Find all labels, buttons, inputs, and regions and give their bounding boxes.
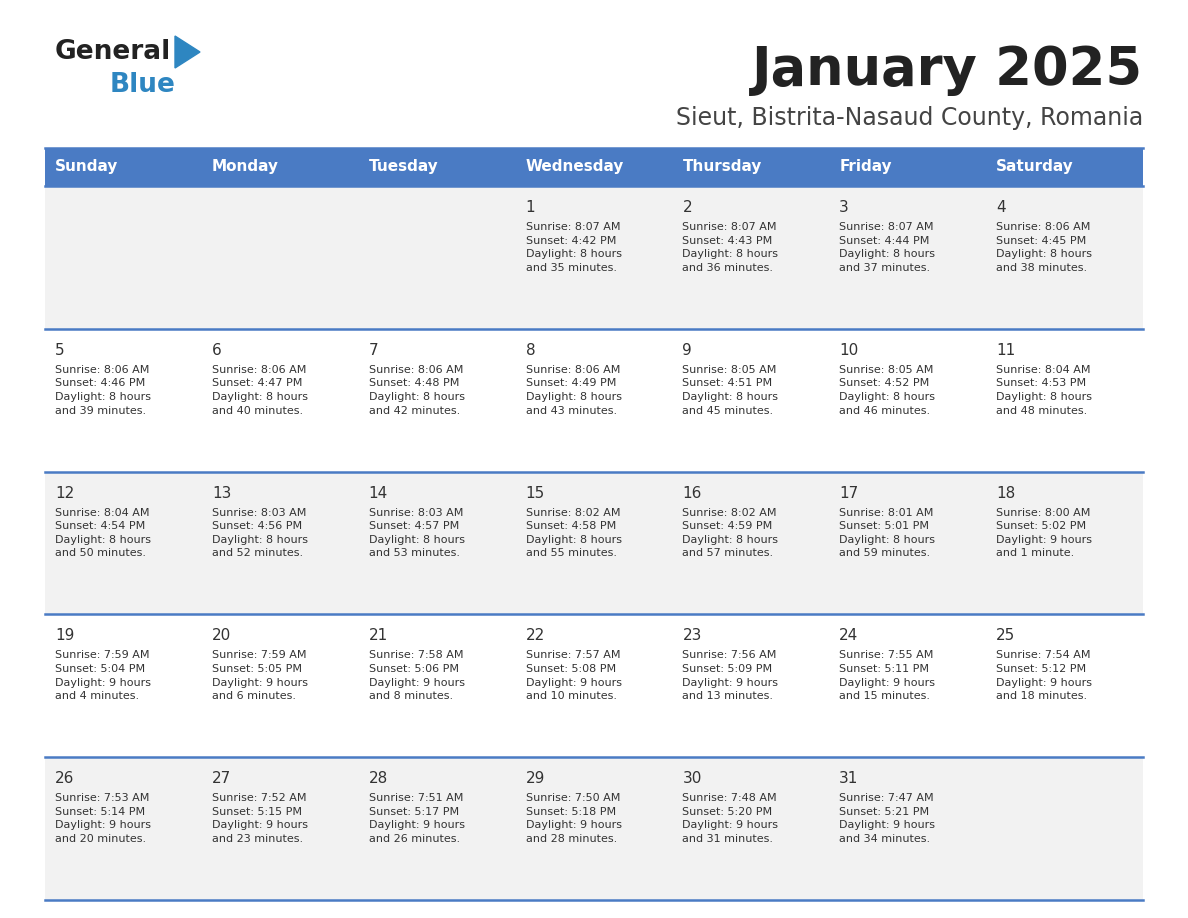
Bar [45,148,1143,186]
Text: 23: 23 [682,629,702,644]
Text: 24: 24 [839,629,859,644]
Text: 1: 1 [525,200,536,215]
Text: 26: 26 [55,771,75,786]
Text: Sunrise: 8:07 AM
Sunset: 4:43 PM
Daylight: 8 hours
and 36 minutes.: Sunrise: 8:07 AM Sunset: 4:43 PM Dayligh… [682,222,778,273]
Text: 10: 10 [839,342,859,358]
Text: 28: 28 [368,771,388,786]
Text: 2: 2 [682,200,693,215]
Text: Sunrise: 7:56 AM
Sunset: 5:09 PM
Daylight: 9 hours
and 13 minutes.: Sunrise: 7:56 AM Sunset: 5:09 PM Dayligh… [682,650,778,701]
Text: 19: 19 [55,629,75,644]
Text: 12: 12 [55,486,74,500]
Bar [45,472,1143,614]
Text: 5: 5 [55,342,64,358]
Text: Sunrise: 8:05 AM
Sunset: 4:52 PM
Daylight: 8 hours
and 46 minutes.: Sunrise: 8:05 AM Sunset: 4:52 PM Dayligh… [839,364,935,416]
Text: Sunrise: 7:51 AM
Sunset: 5:17 PM
Daylight: 9 hours
and 26 minutes.: Sunrise: 7:51 AM Sunset: 5:17 PM Dayligh… [368,793,465,844]
Text: January 2025: January 2025 [752,44,1143,96]
Text: 29: 29 [525,771,545,786]
Text: Sunday: Sunday [55,160,119,174]
Text: 27: 27 [211,771,232,786]
Text: Sunrise: 7:58 AM
Sunset: 5:06 PM
Daylight: 9 hours
and 8 minutes.: Sunrise: 7:58 AM Sunset: 5:06 PM Dayligh… [368,650,465,701]
Text: Sunrise: 7:59 AM
Sunset: 5:05 PM
Daylight: 9 hours
and 6 minutes.: Sunrise: 7:59 AM Sunset: 5:05 PM Dayligh… [211,650,308,701]
Text: Sunrise: 8:05 AM
Sunset: 4:51 PM
Daylight: 8 hours
and 45 minutes.: Sunrise: 8:05 AM Sunset: 4:51 PM Dayligh… [682,364,778,416]
Text: Sunrise: 7:54 AM
Sunset: 5:12 PM
Daylight: 9 hours
and 18 minutes.: Sunrise: 7:54 AM Sunset: 5:12 PM Dayligh… [997,650,1092,701]
Bar [45,186,1143,329]
Text: 17: 17 [839,486,859,500]
Bar [45,757,1143,900]
Bar [45,329,1143,472]
Text: Sieut, Bistrita-Nasaud County, Romania: Sieut, Bistrita-Nasaud County, Romania [676,106,1143,130]
Text: Sunrise: 7:57 AM
Sunset: 5:08 PM
Daylight: 9 hours
and 10 minutes.: Sunrise: 7:57 AM Sunset: 5:08 PM Dayligh… [525,650,621,701]
Text: Sunrise: 8:02 AM
Sunset: 4:58 PM
Daylight: 8 hours
and 55 minutes.: Sunrise: 8:02 AM Sunset: 4:58 PM Dayligh… [525,508,621,558]
Text: 3: 3 [839,200,849,215]
Text: Sunrise: 7:53 AM
Sunset: 5:14 PM
Daylight: 9 hours
and 20 minutes.: Sunrise: 7:53 AM Sunset: 5:14 PM Dayligh… [55,793,151,844]
Text: 25: 25 [997,629,1016,644]
Text: Sunrise: 8:01 AM
Sunset: 5:01 PM
Daylight: 8 hours
and 59 minutes.: Sunrise: 8:01 AM Sunset: 5:01 PM Dayligh… [839,508,935,558]
Text: Thursday: Thursday [682,160,762,174]
Text: 16: 16 [682,486,702,500]
Text: Sunrise: 7:47 AM
Sunset: 5:21 PM
Daylight: 9 hours
and 34 minutes.: Sunrise: 7:47 AM Sunset: 5:21 PM Dayligh… [839,793,935,844]
Text: Sunrise: 8:00 AM
Sunset: 5:02 PM
Daylight: 9 hours
and 1 minute.: Sunrise: 8:00 AM Sunset: 5:02 PM Dayligh… [997,508,1092,558]
Text: Sunrise: 8:07 AM
Sunset: 4:44 PM
Daylight: 8 hours
and 37 minutes.: Sunrise: 8:07 AM Sunset: 4:44 PM Dayligh… [839,222,935,273]
Text: Sunrise: 8:07 AM
Sunset: 4:42 PM
Daylight: 8 hours
and 35 minutes.: Sunrise: 8:07 AM Sunset: 4:42 PM Dayligh… [525,222,621,273]
Text: 8: 8 [525,342,536,358]
Text: Sunrise: 7:55 AM
Sunset: 5:11 PM
Daylight: 9 hours
and 15 minutes.: Sunrise: 7:55 AM Sunset: 5:11 PM Dayligh… [839,650,935,701]
Text: 9: 9 [682,342,693,358]
Text: Saturday: Saturday [997,160,1074,174]
Text: General: General [55,39,171,65]
Text: 21: 21 [368,629,388,644]
Text: Sunrise: 8:06 AM
Sunset: 4:49 PM
Daylight: 8 hours
and 43 minutes.: Sunrise: 8:06 AM Sunset: 4:49 PM Dayligh… [525,364,621,416]
Text: 15: 15 [525,486,545,500]
Text: Sunrise: 8:06 AM
Sunset: 4:45 PM
Daylight: 8 hours
and 38 minutes.: Sunrise: 8:06 AM Sunset: 4:45 PM Dayligh… [997,222,1092,273]
Text: Sunrise: 8:06 AM
Sunset: 4:46 PM
Daylight: 8 hours
and 39 minutes.: Sunrise: 8:06 AM Sunset: 4:46 PM Dayligh… [55,364,151,416]
Text: 7: 7 [368,342,378,358]
Bar [45,614,1143,757]
Text: 6: 6 [211,342,222,358]
Text: Sunrise: 8:06 AM
Sunset: 4:47 PM
Daylight: 8 hours
and 40 minutes.: Sunrise: 8:06 AM Sunset: 4:47 PM Dayligh… [211,364,308,416]
Text: 22: 22 [525,629,545,644]
Text: Sunrise: 8:02 AM
Sunset: 4:59 PM
Daylight: 8 hours
and 57 minutes.: Sunrise: 8:02 AM Sunset: 4:59 PM Dayligh… [682,508,778,558]
Text: Sunrise: 8:03 AM
Sunset: 4:56 PM
Daylight: 8 hours
and 52 minutes.: Sunrise: 8:03 AM Sunset: 4:56 PM Dayligh… [211,508,308,558]
Text: 13: 13 [211,486,232,500]
Text: 11: 11 [997,342,1016,358]
Text: Sunrise: 7:59 AM
Sunset: 5:04 PM
Daylight: 9 hours
and 4 minutes.: Sunrise: 7:59 AM Sunset: 5:04 PM Dayligh… [55,650,151,701]
Text: 14: 14 [368,486,388,500]
Text: Wednesday: Wednesday [525,160,624,174]
Text: Friday: Friday [839,160,892,174]
Text: Sunrise: 7:48 AM
Sunset: 5:20 PM
Daylight: 9 hours
and 31 minutes.: Sunrise: 7:48 AM Sunset: 5:20 PM Dayligh… [682,793,778,844]
Text: Sunrise: 8:03 AM
Sunset: 4:57 PM
Daylight: 8 hours
and 53 minutes.: Sunrise: 8:03 AM Sunset: 4:57 PM Dayligh… [368,508,465,558]
Text: Sunrise: 8:04 AM
Sunset: 4:53 PM
Daylight: 8 hours
and 48 minutes.: Sunrise: 8:04 AM Sunset: 4:53 PM Dayligh… [997,364,1092,416]
Text: Tuesday: Tuesday [368,160,438,174]
Text: Sunrise: 8:04 AM
Sunset: 4:54 PM
Daylight: 8 hours
and 50 minutes.: Sunrise: 8:04 AM Sunset: 4:54 PM Dayligh… [55,508,151,558]
Text: Sunrise: 7:52 AM
Sunset: 5:15 PM
Daylight: 9 hours
and 23 minutes.: Sunrise: 7:52 AM Sunset: 5:15 PM Dayligh… [211,793,308,844]
Text: Sunrise: 7:50 AM
Sunset: 5:18 PM
Daylight: 9 hours
and 28 minutes.: Sunrise: 7:50 AM Sunset: 5:18 PM Dayligh… [525,793,621,844]
Text: 18: 18 [997,486,1016,500]
Text: Monday: Monday [211,160,279,174]
Text: 30: 30 [682,771,702,786]
Text: 31: 31 [839,771,859,786]
Text: Sunrise: 8:06 AM
Sunset: 4:48 PM
Daylight: 8 hours
and 42 minutes.: Sunrise: 8:06 AM Sunset: 4:48 PM Dayligh… [368,364,465,416]
Text: Blue: Blue [110,72,176,98]
Text: 4: 4 [997,200,1006,215]
Polygon shape [175,36,200,68]
Text: 20: 20 [211,629,232,644]
